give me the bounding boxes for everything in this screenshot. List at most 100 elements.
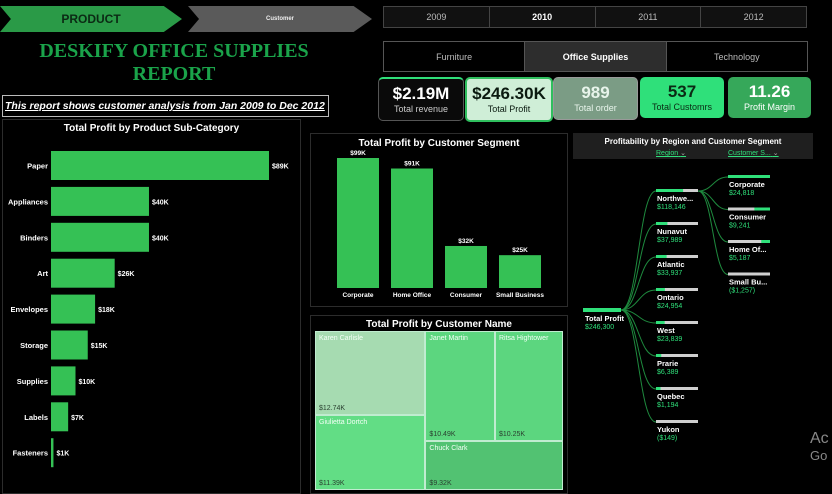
decomp-region-track [656,420,698,423]
decomp-connector [620,190,657,311]
kpi-total-customers: 537 Total Customrs [640,77,724,118]
decomposition-tree: Total Profit$246,300 Northwe...$118,146 Nu… [583,175,770,442]
subcategory-chart-panel: Total Profit by Product Sub-Category Pap… [2,119,301,494]
bar [51,151,269,180]
report-subtitle-text: This report shows customer analysis from… [5,100,325,112]
watermark-line1: Ac [810,430,829,447]
bar-category-label: Supplies [17,377,48,386]
decomp-level-segment-label: Customer S... [728,150,771,157]
year-slicer: 2009 2010 2011 2012 [383,6,807,28]
watermark-line2: Go [810,448,828,463]
bar [445,245,487,288]
year-option-2012[interactable]: 2012 [743,12,764,22]
report-subtitle: This report shows customer analysis from… [2,95,329,117]
decomp-level-region-label: Region [656,150,679,157]
decomp-region-track [656,321,698,324]
decomp-connector [697,176,729,192]
decomp-region-value: $23,839 [657,336,682,343]
treemap-cell-value: $10.49K [429,430,456,438]
year-option-2011[interactable]: 2011 [596,7,702,27]
decomp-segment-label: Home Of... [729,245,767,254]
chevron-down-icon: ⌄ [772,150,779,157]
decomp-segment-track [728,207,770,211]
treemap-cell[interactable]: Janet Martin $10.49K [425,331,495,441]
bar [337,158,379,288]
category-option-office-supplies[interactable]: Office Supplies [525,42,667,71]
kpi-value: 537 [667,82,697,101]
decomp-segment-value: $24,818 [729,190,754,197]
decomp-region-value: $1,194 [657,402,679,409]
decomp-region-track [656,222,698,225]
treemap-cell[interactable]: Karen Carlisle $12.74K [315,331,426,415]
segment-chart-title: Total Profit by Customer Segment [358,138,520,149]
decomp-region-value: $33,937 [657,270,682,277]
chevron-down-icon: ⌄ [680,150,687,157]
bar-category-label: Fasteners [13,449,48,458]
bar-value-label: $91K [404,161,420,168]
decomp-segment-bar [754,207,770,211]
bar [51,438,54,468]
bar-category-label: Labels [24,413,48,422]
bar-value-label: $7K [71,415,84,422]
decomp-region-track [656,354,698,357]
bar-value-label: $40K [152,235,169,242]
bar [51,186,149,216]
decomp-root-label: Total Profit [585,314,625,323]
decomp-region-bar [656,255,667,258]
year-option-2010[interactable]: 2010 [490,7,596,27]
category-option-technology[interactable]: Technology [714,51,760,62]
decomp-region-bar [656,222,668,225]
bar-value-label: $10K [78,379,95,386]
product-tab[interactable]: PRODUCT [0,6,182,32]
treemap-cell-name: Ritsa Hightower [499,335,549,342]
bar-category-label: Paper [27,162,48,171]
decomp-level-region[interactable]: Region ⌄ [656,149,686,157]
decomposition-tree-panel: Profitability by Region and Customer Seg… [573,133,813,492]
year-option-2009[interactable]: 2009 [384,7,490,27]
decomp-level-segment[interactable]: Customer S... ⌄ [728,149,779,157]
category-slicer: Furniture Office Supplies Technology [383,41,808,72]
decomp-header [573,133,813,159]
decomp-connector [620,256,657,311]
decomp-connector [620,223,657,311]
bar [51,222,149,252]
treemap-cell[interactable]: Ritsa Hightower $10.25K [495,331,563,441]
decomp-region-value: $118,146 [657,204,686,211]
segment-bar-chart: $99K Corporate $91K Home Office $32K Consumer… [337,150,544,299]
bar-value-label: $99K [350,150,366,157]
decomp-region-value: $6,389 [657,369,679,376]
bar-category-label: Art [37,269,48,278]
decomp-segment-label: Corporate [729,180,765,189]
decomp-region-label: Ontario [657,293,684,302]
treemap-cell[interactable]: Giulietta Dortch $11.39K [315,414,426,490]
kpi-value: $2.19M [392,84,450,103]
product-tab-label: PRODUCT [61,12,121,26]
decomp-region-value: $24,954 [657,303,682,310]
treemap-cell-name: Karen Carlisle [319,335,363,342]
report-title: DESKIFY OFFICE SUPPLIES REPORT [0,40,348,86]
treemap-cell-name: Janet Martin [429,335,468,342]
decomp-region-bar [656,189,684,192]
bar-category-label: Home Office [393,292,432,299]
decomp-segment-value: $5,187 [729,255,751,262]
decomp-connector [620,289,657,311]
bar-value-label: $89K [272,164,289,171]
decomp-root-value: $246,300 [585,324,614,331]
bar-category-label: Small Business [496,292,544,299]
decomp-region-bar [656,354,662,357]
decomp-connector [620,309,657,423]
customer-tab[interactable]: Customer [188,6,372,32]
decomp-region-label: Nunavut [657,227,688,236]
customer-treemap-panel: Total Profit by Customer Name Karen Carl… [310,315,568,494]
category-option-furniture[interactable]: Furniture [384,42,526,71]
kpi-label: Total revenue [393,104,449,114]
decomp-connector [620,309,657,390]
decomp-connector [697,190,729,275]
treemap-cell[interactable]: Chuck Clark $9.32K [425,440,563,490]
decomp-region-track [656,387,698,390]
treemap-title: Total Profit by Customer Name [366,319,512,330]
decomp-region-label: Yukon [657,425,680,434]
bar [391,168,433,288]
bar [51,330,88,360]
decomp-segment-value: $9,241 [729,223,751,230]
